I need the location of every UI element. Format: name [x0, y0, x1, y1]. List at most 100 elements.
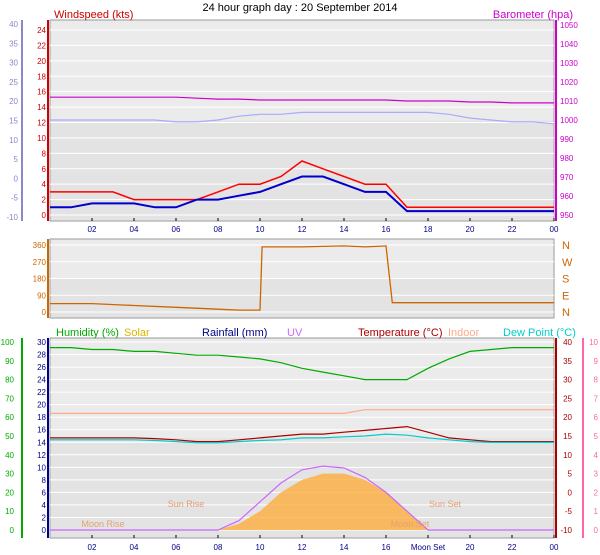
wind-x-tick-label: 08	[214, 225, 223, 234]
direction-tick-label: 180	[33, 275, 47, 284]
wind-outer-tick-label: 25	[9, 78, 18, 87]
uv-tick-label: 2	[594, 488, 599, 497]
legend-humidity: Humidity (%)	[56, 327, 119, 339]
humidity-tick-label: 80	[5, 376, 14, 385]
rain-tick-label: 30	[37, 338, 46, 347]
temp-tick-label: 5	[568, 470, 573, 479]
temp-tick-label: 0	[568, 488, 573, 497]
wind-outer-tick-label: 40	[9, 20, 18, 29]
temp-tick-label: 20	[563, 413, 572, 422]
rain-tick-label: 2	[42, 513, 47, 522]
rain-tick-label: 10	[37, 463, 46, 472]
baro-tick-label: 1020	[560, 78, 578, 87]
wind-x-tick-label: 06	[172, 225, 181, 234]
humidity-tick-label: 30	[5, 470, 14, 479]
wind-tick-label: 16	[37, 88, 46, 97]
wind-tick-label: 10	[37, 134, 46, 143]
temp-x-tick-label: 22	[508, 543, 517, 552]
temp-tick-label: 40	[563, 338, 572, 347]
wind-panel-shade	[51, 120, 553, 220]
rain-tick-label: 24	[37, 376, 46, 385]
baro-axis-title: Barometer (hpa)	[493, 9, 573, 21]
direction-tick-label: 0	[42, 308, 47, 317]
temp-x-tick-label: 14	[340, 543, 349, 552]
humidity-tick-label: 50	[5, 432, 14, 441]
legend-temp: Temperature (°C)	[358, 327, 442, 339]
annotation-sun-rise: Sun Rise	[168, 499, 205, 509]
wind-outer-tick-label: 5	[14, 155, 19, 164]
wind-outer-tick-label: 30	[9, 59, 18, 68]
humidity-tick-label: 10	[5, 507, 14, 516]
rain-tick-label: 4	[42, 501, 47, 510]
compass-label: N	[562, 240, 570, 252]
rain-tick-label: 20	[37, 401, 46, 410]
chart-title: 24 hour graph day : 20 September 2014	[202, 2, 397, 14]
annotation-moon-set: Moon Set	[391, 519, 430, 529]
compass-label: W	[562, 257, 573, 269]
wind-outer-tick-label: -10	[6, 213, 18, 222]
direction-tick-label: 270	[33, 258, 47, 267]
uv-tick-label: 7	[594, 394, 599, 403]
uv-tick-label: 9	[594, 357, 599, 366]
uv-tick-label: 6	[594, 413, 599, 422]
uv-tick-label: 10	[589, 338, 598, 347]
legend-indoor: Indoor	[448, 327, 480, 339]
solar-area	[50, 473, 554, 530]
wind-tick-label: 0	[42, 211, 47, 220]
compass-label: E	[562, 290, 569, 302]
wind-outer-tick-label: 0	[14, 174, 19, 183]
wind-x-tick-label: 14	[340, 225, 349, 234]
baro-secondary-line	[50, 111, 555, 125]
direction-tick-label: 360	[33, 241, 47, 250]
rain-tick-label: 28	[37, 351, 46, 360]
direction-line	[50, 245, 554, 311]
humidity-tick-label: 100	[1, 338, 15, 347]
humidity-tick-label: 70	[5, 394, 14, 403]
temp-x-tick-label: 00	[550, 543, 559, 552]
wind-x-tick-label: 22	[508, 225, 517, 234]
rain-tick-label: 22	[37, 388, 46, 397]
baro-tick-label: 1010	[560, 97, 578, 106]
direction-tick-label: 90	[37, 291, 46, 300]
temp-tick-label: -10	[560, 526, 572, 535]
wind-x-tick-label: 10	[256, 225, 265, 234]
humidity-tick-label: 40	[5, 451, 14, 460]
wind-tick-label: 2	[42, 196, 47, 205]
uv-tick-label: 0	[594, 526, 599, 535]
wind-outer-tick-label: 20	[9, 97, 18, 106]
wind-tick-label: 8	[42, 149, 47, 158]
rain-tick-label: 26	[37, 363, 46, 372]
wind-outer-tick-label: -5	[11, 194, 19, 203]
rain-tick-label: 18	[37, 413, 46, 422]
rain-tick-label: 6	[42, 488, 47, 497]
temp-x-tick-label: 04	[130, 543, 139, 552]
temp-tick-label: 30	[563, 376, 572, 385]
wind-tick-label: 6	[42, 165, 47, 174]
wind-x-tick-label: 00	[550, 225, 559, 234]
temp-tick-label: 15	[563, 432, 572, 441]
humidity-tick-label: 20	[5, 488, 14, 497]
temperature-line	[50, 425, 554, 443]
baro-tick-label: 980	[560, 154, 574, 163]
wind-x-tick-label: 20	[466, 225, 475, 234]
temp-x-tick-label: 02	[88, 543, 97, 552]
temp-x-tick-label: 20	[466, 543, 475, 552]
direction-panel-shade	[51, 278, 553, 317]
rain-tick-label: 0	[42, 526, 47, 535]
uv-tick-label: 1	[594, 507, 599, 516]
uv-tick-label: 8	[594, 376, 599, 385]
wind-outer-tick-label: 15	[9, 117, 18, 126]
rain-tick-label: 14	[37, 438, 46, 447]
humidity-tick-label: 90	[5, 357, 14, 366]
humidity-tick-label: 60	[5, 413, 14, 422]
temp-x-tick-label: 06	[172, 543, 181, 552]
temp-tick-label: -5	[565, 507, 573, 516]
uv-tick-label: 5	[594, 432, 599, 441]
baro-tick-label: 960	[560, 192, 574, 201]
wind-x-tick-label: 18	[424, 225, 433, 234]
legend-dew: Dew Point (°C)	[503, 327, 576, 339]
wind-axis-title: Windspeed (kts)	[54, 9, 133, 21]
wind-tick-label: 22	[37, 41, 46, 50]
humidity-tick-label: 0	[10, 526, 15, 535]
